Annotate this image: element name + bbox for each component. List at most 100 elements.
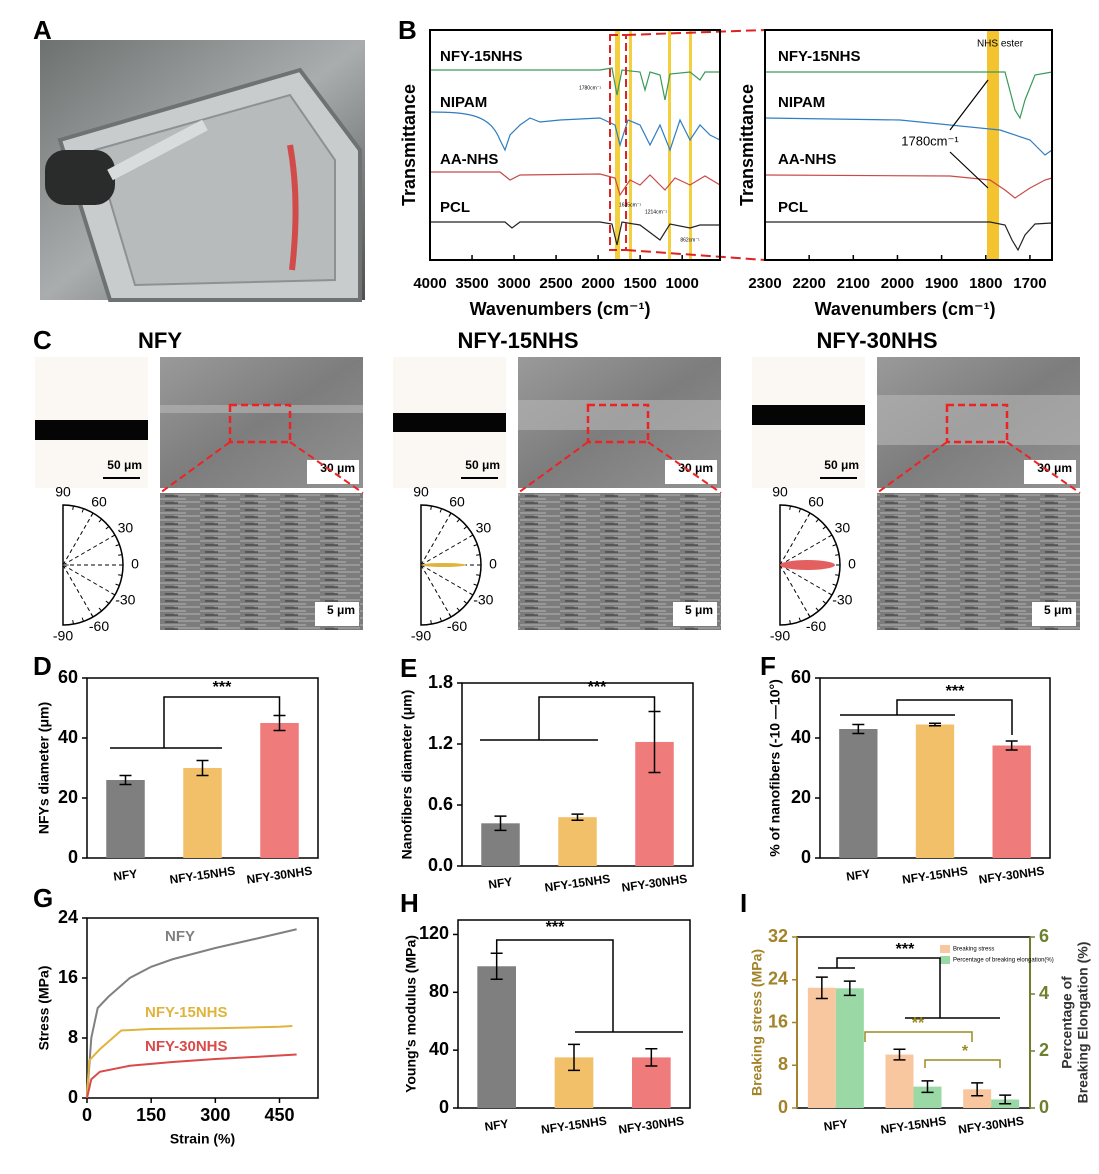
y-tick-label: 16 <box>768 1011 788 1031</box>
significance-label: *** <box>588 679 607 696</box>
yarn <box>35 420 148 440</box>
y-tick-label: 80 <box>429 981 449 1001</box>
y-tick-label: 0 <box>1039 1097 1049 1117</box>
zoom-link <box>159 441 364 494</box>
y-tick-label: 24 <box>58 907 78 927</box>
angle-label: 0 <box>848 556 856 572</box>
y-tick-label: 40 <box>58 727 78 747</box>
scale-bg <box>1024 460 1076 484</box>
polar-outline <box>62 504 124 626</box>
polar-radius <box>420 564 474 596</box>
polar-tick <box>111 592 116 596</box>
polar-radius <box>62 534 116 566</box>
y-axis-label: Breaking stress (MPa) <box>749 949 765 1096</box>
angle-label: -90 <box>411 628 431 644</box>
spectrum-curve <box>764 117 1053 156</box>
zoom-box <box>945 403 1009 444</box>
y-tick-label: 0 <box>68 847 78 867</box>
polar-radius <box>779 564 833 596</box>
polar-tick <box>115 583 120 586</box>
x-axis-label: Wavenumbers (cm⁻¹) <box>815 299 996 319</box>
x-tick-label: 1800 <box>969 275 1002 292</box>
angle-label: 30 <box>835 520 851 536</box>
polar-tick <box>72 620 74 625</box>
error-bar <box>815 976 828 1000</box>
zoom-link <box>517 441 722 494</box>
x-tick-label: 300 <box>200 1105 230 1125</box>
line <box>86 1053 297 1099</box>
x-tick-label: NFY <box>484 1117 510 1134</box>
spectrum-curve <box>429 111 721 152</box>
error-bar <box>971 1082 984 1097</box>
error-bar <box>568 1043 580 1072</box>
polar-tick <box>81 508 84 513</box>
polar-tick <box>463 526 468 530</box>
angle-label: -60 <box>806 618 826 634</box>
series-label: NFY-15NHS <box>440 48 523 65</box>
y-tick-label: 20 <box>58 787 78 807</box>
y-tick-label: 0.6 <box>428 794 453 814</box>
error-bar <box>119 774 132 786</box>
x-tick-label: NFY-15NHS <box>880 1114 947 1137</box>
polar-radius <box>779 534 833 566</box>
polar-tick <box>115 544 120 547</box>
series-label: AA-NHS <box>778 151 836 168</box>
legend-label: Percentage of breaking elongation(%) <box>953 958 1054 964</box>
series-label: AA-NHS <box>440 151 498 168</box>
y-tick-label: 4 <box>1039 983 1049 1003</box>
error-bar <box>893 1048 906 1061</box>
significance-label: * <box>962 1043 969 1060</box>
angle-label: -30 <box>115 592 135 608</box>
x-tick-label: NFY-30NHS <box>957 1114 1024 1137</box>
significance-label: *** <box>946 683 965 700</box>
syringe-pump <box>45 150 115 205</box>
polar-tick <box>90 613 94 618</box>
polar-tick <box>456 607 460 612</box>
spectrum-curve <box>430 67 720 101</box>
annotation: NHS ester <box>977 39 1024 50</box>
y-axis-label: Stress (MPa) <box>36 966 52 1051</box>
y-tick-label: 0.0 <box>428 855 453 875</box>
photo-a <box>40 40 365 302</box>
x-tick-label: 1700 <box>1013 275 1046 292</box>
sem-fiber <box>518 400 721 430</box>
tray-inner <box>93 93 336 287</box>
plot-frame <box>764 29 1053 261</box>
x-tick-label: 1900 <box>925 275 958 292</box>
error-bar <box>921 1080 934 1094</box>
polar-tick <box>111 534 116 538</box>
bar <box>835 988 864 1108</box>
line <box>86 928 297 1099</box>
y-tick-label: 0 <box>801 847 811 867</box>
y-axis-label: % of nanofibers (-10 —10°) <box>767 679 783 857</box>
x-tick-label: NFY-30NHS <box>618 1114 685 1137</box>
spectrum-curve <box>430 171 721 197</box>
zoom-box <box>609 34 627 251</box>
y-tick-label: 40 <box>429 1039 449 1059</box>
error-bar <box>852 723 865 735</box>
band <box>987 30 999 260</box>
series-label: PCL <box>440 199 470 216</box>
y2-axis-label: Breaking Elongation (%) <box>1075 942 1091 1104</box>
series-label: NFY-15NHS <box>778 48 861 65</box>
y-axis-label: Young's modulus (MPa) <box>403 935 419 1093</box>
polar-tick <box>439 508 442 513</box>
significance-bracket <box>480 696 656 741</box>
bar <box>839 729 878 858</box>
polar-tick <box>476 574 481 576</box>
sem-fiber <box>160 405 363 413</box>
band <box>689 30 692 260</box>
x-tick-label: NFY-15NHS <box>169 864 236 887</box>
scale-label: 5 μm <box>327 603 355 617</box>
band <box>615 30 620 260</box>
bar <box>477 966 516 1108</box>
polar-tick <box>448 512 452 517</box>
y-tick-label: 8 <box>778 1054 788 1074</box>
significance-label: *** <box>896 941 915 958</box>
x-tick-label: NFY <box>488 875 514 892</box>
polar-tick <box>98 607 102 612</box>
scale-label: 5 μm <box>685 603 713 617</box>
x-tick-label: 3000 <box>497 275 530 292</box>
x-tick-label: NFY <box>823 1117 849 1134</box>
angle-label: 0 <box>489 556 497 572</box>
